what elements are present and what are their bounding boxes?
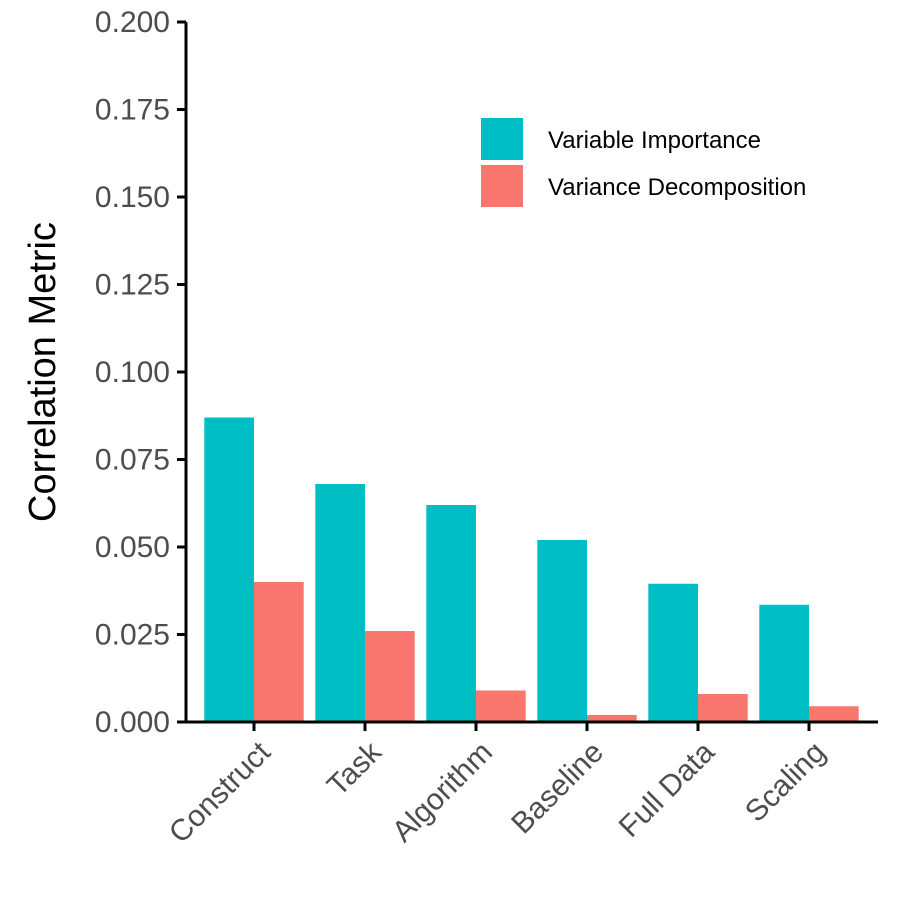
legend-label-variance-decomposition: Variance Decomposition xyxy=(548,174,806,201)
y-tick-label: 0.150 xyxy=(95,181,170,214)
bar-baseline-variance-decomposition xyxy=(587,715,637,722)
y-tick-label: 0.000 xyxy=(95,706,170,739)
x-tick-label: Construct xyxy=(163,735,278,850)
bar-scaling-variance-decomposition xyxy=(809,706,859,722)
bar-task-variance-decomposition xyxy=(365,631,415,722)
axes xyxy=(184,22,878,724)
x-tick-label: Baseline xyxy=(505,736,610,841)
y-tick-label: 0.125 xyxy=(95,269,170,302)
bar-full-data-variable-importance xyxy=(648,583,698,722)
y-tick-label: 0.075 xyxy=(95,444,170,477)
bar-algorithm-variable-importance xyxy=(426,505,476,722)
bar-task-variable-importance xyxy=(315,484,365,722)
x-tick-label: Algorithm xyxy=(386,736,499,849)
bar-scaling-variable-importance xyxy=(759,604,809,722)
bar-algorithm-variance-decomposition xyxy=(476,690,526,722)
bar-construct-variance-decomposition xyxy=(254,582,304,722)
x-tick-label: Scaling xyxy=(739,736,832,829)
bar-baseline-variable-importance xyxy=(537,540,587,722)
legend-label-variable-importance: Variable Importance xyxy=(548,127,761,154)
y-tick-label: 0.175 xyxy=(95,94,170,127)
legend-swatch-variance-decomposition xyxy=(481,165,523,207)
bar-full-data-variance-decomposition xyxy=(698,694,748,722)
y-tick-label: 0.100 xyxy=(95,356,170,389)
y-tick-label: 0.025 xyxy=(95,619,170,652)
bar-construct-variable-importance xyxy=(204,417,254,722)
y-axis-ticks: 0.000 0.025 0.050 0.075 0.100 0.125 0.150 0.175… xyxy=(95,6,186,739)
legend: Variable Importance Variance Decompositi… xyxy=(481,118,806,207)
y-tick-label: 0.050 xyxy=(95,531,170,564)
x-tick-label: Full Data xyxy=(613,735,721,843)
legend-swatch-variable-importance xyxy=(481,118,523,160)
bars xyxy=(204,417,859,722)
y-tick-label: 0.200 xyxy=(95,6,170,39)
x-tick-label: Task xyxy=(321,735,389,803)
y-axis-title: Correlation Metric xyxy=(22,222,64,522)
